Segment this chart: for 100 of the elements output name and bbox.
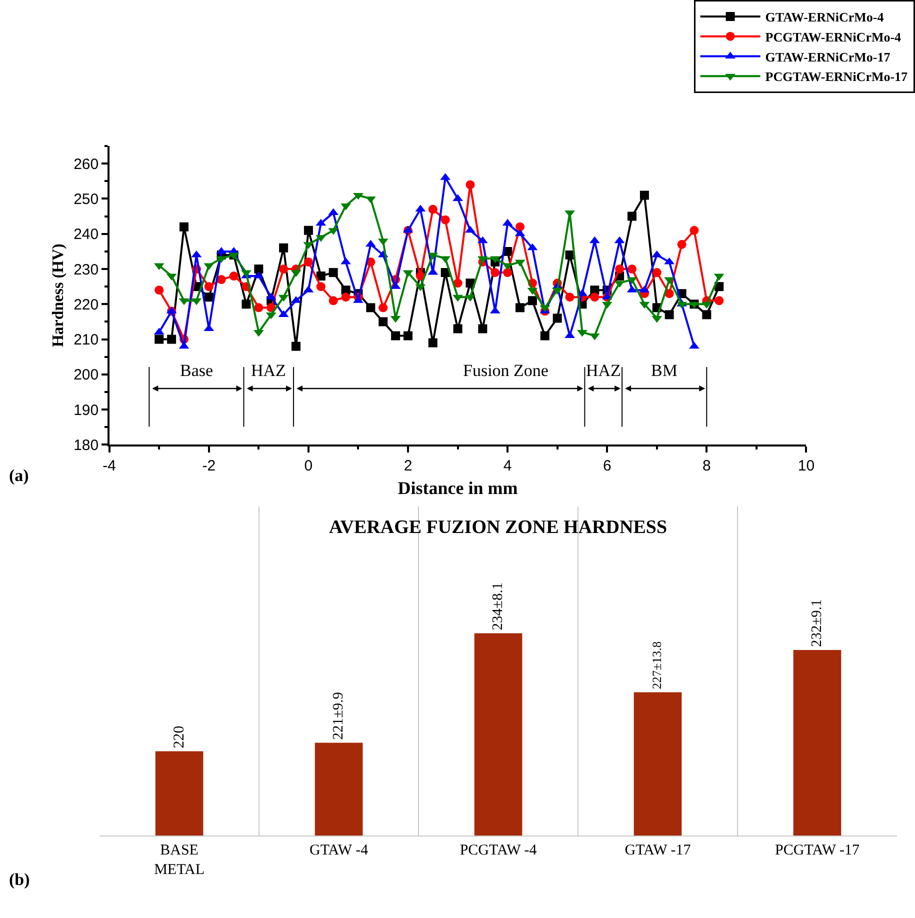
point — [466, 278, 475, 288]
point — [690, 226, 699, 235]
annotation: HAZ — [251, 361, 286, 380]
point — [640, 190, 649, 200]
point — [254, 303, 264, 312]
point — [304, 257, 313, 266]
point — [652, 268, 662, 278]
y-tick-label: 240 — [74, 226, 99, 244]
y-tick-label: 210 — [74, 332, 99, 349]
point — [242, 300, 251, 309]
point — [404, 331, 413, 340]
point — [664, 310, 674, 320]
point — [204, 282, 214, 292]
point — [428, 338, 438, 348]
x-tick-label: 8 — [702, 457, 711, 474]
x-tick-label: GTAW -4 — [310, 842, 369, 859]
x-tick-label: BASE METAL — [154, 842, 205, 878]
x-tick-label: 6 — [602, 457, 612, 474]
point — [628, 212, 636, 221]
y-tick-label: 180 — [74, 436, 99, 454]
point — [316, 282, 326, 292]
y-tick-label: 250 — [74, 190, 99, 208]
point — [664, 289, 674, 298]
point — [540, 331, 550, 340]
point — [154, 334, 164, 344]
point — [340, 257, 351, 264]
legend-label: GTAW-ERNiCrMo-17 — [765, 49, 891, 64]
y-tick-label: 220 — [74, 296, 99, 314]
point — [353, 192, 364, 200]
y-tick-label: 230 — [74, 261, 99, 278]
y-tick-label: 190 — [74, 402, 99, 419]
point — [180, 222, 189, 232]
text: (a) — [9, 466, 29, 485]
point — [452, 294, 463, 302]
point — [702, 310, 712, 320]
point — [453, 278, 462, 288]
point — [292, 342, 301, 351]
point — [391, 331, 400, 340]
data-label: 221±9.9 — [330, 692, 347, 740]
point — [453, 324, 462, 334]
point — [279, 243, 288, 252]
point — [466, 180, 475, 190]
point — [490, 268, 500, 278]
point — [154, 286, 164, 295]
point — [204, 292, 214, 302]
point — [564, 331, 575, 338]
x-tick-label: 10 — [798, 457, 815, 474]
text: AVERAGE FUZION ZONE HARDNESS — [329, 517, 668, 538]
point — [714, 296, 724, 306]
point — [465, 226, 476, 233]
point — [428, 204, 438, 214]
point — [229, 272, 238, 281]
y-axis-title: Hardness (HV) — [50, 244, 67, 348]
point — [328, 296, 338, 306]
x-tick-label: 0 — [304, 457, 313, 474]
data-label: 227±13.8 — [650, 641, 664, 690]
point — [677, 240, 686, 249]
point — [565, 292, 574, 302]
point — [304, 226, 313, 235]
y-tick-label: 200 — [74, 366, 99, 384]
point — [328, 268, 338, 278]
point — [516, 222, 525, 232]
point — [516, 303, 525, 312]
data-label: 232±9.1 — [809, 599, 826, 648]
point — [552, 314, 562, 323]
point — [440, 215, 450, 224]
point — [366, 303, 376, 312]
legend-label: PCGTAW-ERNiCrMo-17 — [765, 69, 908, 84]
legend-label: PCGTAW-ERNiCrMo-4 — [765, 29, 902, 44]
annotation: Base — [180, 361, 214, 380]
point — [615, 264, 624, 274]
point — [478, 324, 488, 334]
point — [279, 264, 288, 274]
annotation: BM — [651, 361, 678, 380]
y-tick-label: 260 — [74, 156, 99, 173]
annotation: HAZ — [586, 361, 621, 380]
point — [503, 268, 512, 278]
x-tick-label: GTAW -17 — [624, 842, 692, 859]
point — [676, 302, 687, 309]
x-tick-label: 4 — [503, 457, 512, 474]
point — [316, 272, 326, 281]
legend-label: GTAW-ERNiCrMo-4 — [765, 10, 884, 25]
x-tick-label: PCGTAW -17 — [775, 842, 860, 859]
point — [528, 296, 537, 306]
point — [254, 264, 264, 274]
text: (b) — [9, 870, 30, 889]
x-axis-title: Distance in mm — [398, 478, 518, 498]
data-label: 234±8.1 — [490, 582, 506, 630]
point — [378, 317, 388, 326]
point — [590, 292, 600, 302]
point — [216, 275, 226, 284]
point — [378, 303, 388, 312]
point — [689, 342, 700, 349]
x-tick-label: -2 — [202, 457, 216, 474]
point — [465, 294, 476, 302]
data-label: 220 — [171, 726, 188, 748]
point — [341, 292, 350, 302]
x-tick-label: -4 — [102, 457, 116, 474]
x-tick-label: 2 — [404, 457, 412, 474]
x-tick-label: PCGTAW -4 — [460, 842, 538, 859]
